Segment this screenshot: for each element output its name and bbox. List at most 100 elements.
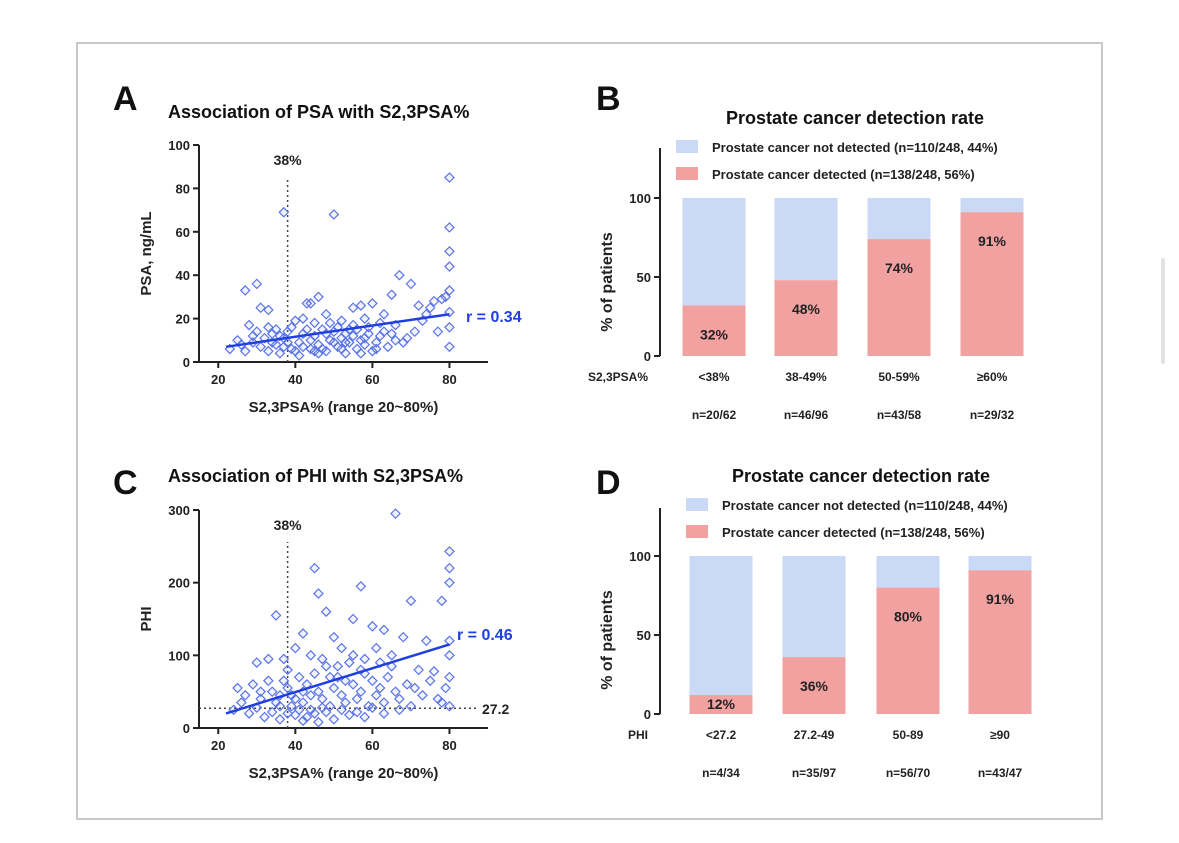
panel-c-data-point [266, 706, 278, 718]
panel-b-bar-data-label: 32% [700, 326, 729, 342]
panel-d-bar-detected [689, 695, 753, 714]
panel-a-x-tick-label: 40 [288, 372, 302, 387]
panel-c-data-point [297, 697, 309, 708]
panel-c-data-point [259, 711, 270, 723]
panel-a-data-point [336, 315, 347, 327]
panel-c-data-point [374, 682, 386, 694]
panel-a-data-point [336, 343, 347, 355]
panel-c-data-point [355, 580, 367, 592]
panel-c-data-point [309, 562, 320, 574]
panel-a-data-point [305, 298, 317, 309]
panel-c-data-point [328, 682, 340, 694]
panel-d-count-label: n=4/34 [702, 766, 740, 780]
panel-c-data-point [255, 686, 267, 698]
panel-a-data-point [370, 343, 382, 355]
panel-d-bar-not-detected [876, 556, 940, 588]
panel-c-data-point [378, 708, 390, 719]
panel-c-data-point [239, 689, 251, 701]
panel-a-data-point [444, 321, 455, 333]
panel-d-count-label: n=43/47 [978, 766, 1023, 780]
panel-c-data-point [313, 686, 324, 698]
panel-a-correlation-label: r = 0.34 [466, 309, 522, 326]
panel-a-y-tick-label: 80 [176, 181, 190, 196]
panel-b-bar-not-detected [682, 198, 746, 306]
panel-c-data-point [347, 649, 359, 661]
panel-a-data-point [251, 278, 263, 290]
panel-c-data-point [274, 700, 286, 712]
panel-b-category-label: <38% [698, 370, 729, 384]
panel-c-data-point [405, 700, 417, 712]
panel-c-regression-line [225, 643, 450, 715]
panel-c-data-point [266, 686, 278, 698]
panel-c-data-point [428, 665, 440, 677]
panel-d-category-label: 27.2-49 [794, 728, 835, 742]
panel-c-data-point [316, 653, 328, 665]
panel-a-data-point [316, 343, 328, 355]
panel-b-bar-data-label: 74% [885, 260, 914, 276]
panel-d-count-label: n=35/97 [792, 766, 837, 780]
panel-a-data-point [359, 339, 371, 350]
panel-c-data-point [409, 682, 421, 694]
panel-b-y-tick-label: 0 [644, 349, 651, 364]
panel-c-data-point [370, 642, 382, 654]
panel-b-y-axis-label: % of patients [599, 232, 616, 332]
panel-c-data-point [328, 713, 340, 725]
panel-c-data-point [347, 613, 359, 625]
panel-d-y-tick-label: 100 [629, 549, 651, 564]
panel-a-cutoff-vline-label: 38% [274, 152, 303, 168]
panel-c-data-point [297, 628, 309, 639]
panel-b-count-label: n=46/96 [784, 408, 829, 422]
panel-c-data-point [394, 704, 405, 716]
scrollbar-thumb[interactable] [1161, 258, 1165, 364]
panel-a-data-point [432, 326, 444, 337]
panel-c-data-point [351, 706, 363, 718]
panel-c-data-point [320, 706, 332, 718]
panel-c-data-point [289, 642, 301, 654]
panel-c-data-point [232, 682, 243, 694]
panel-a-data-point [378, 308, 390, 320]
panel-a-data-point [293, 350, 305, 361]
panel-d-bar-not-detected [782, 556, 846, 658]
panel-a-data-point [320, 345, 332, 357]
panel-a-data-point [243, 319, 255, 331]
panel-a-data-point [359, 332, 371, 344]
panel-d-legend-swatch [686, 525, 708, 538]
panel-d-bar-data-label: 91% [986, 591, 1015, 607]
panel-a-x-tick-label: 80 [442, 372, 456, 387]
panel-c-data-point [413, 664, 424, 676]
panel-c-data-point [343, 657, 355, 668]
panel-c-y-tick-label: 0 [183, 721, 190, 736]
panel-c-data-point [444, 700, 455, 712]
panel-a-data-point [305, 334, 317, 346]
panel-d-category-label: <27.2 [706, 728, 737, 742]
panel-c-y-tick-label: 100 [168, 648, 190, 663]
panel-c-data-point [282, 682, 293, 694]
panel-c-correlation-label: r = 0.46 [457, 627, 513, 644]
panel-d-y-tick-label: 0 [644, 707, 651, 722]
panel-c-data-point [444, 562, 455, 574]
panel-d-y-axis-label: % of patients [599, 590, 616, 690]
panel-c-title: Association of PHI with S2,3PSA% [168, 466, 463, 486]
panel-a-data-point [297, 313, 309, 324]
panel-d-legend-swatch [686, 498, 708, 511]
panel-d-panel-letter: D [596, 464, 621, 502]
panel-c-data-point [278, 675, 290, 687]
panel-c-data-point [274, 713, 286, 725]
panel-a-data-point [382, 341, 394, 353]
panel-a-data-point [424, 302, 436, 314]
panel-d-bar-detected [876, 587, 940, 714]
panel-d-x-group-label: PHI [628, 728, 648, 742]
panel-b-category-label: 50-59% [878, 370, 920, 384]
panel-c-data-point [440, 682, 451, 694]
panel-c-data-point [444, 635, 455, 647]
panel-a-scatter: A Association of PSA with S2,3PSA% 20 40 60 8… [113, 80, 522, 416]
panel-a-data-point [444, 222, 455, 233]
panel-a-y-axis-label: PSA, ng/mL [138, 211, 155, 295]
panel-a-data-point [255, 302, 267, 314]
panel-c-data-point [336, 642, 347, 654]
panel-a-regression-line [225, 313, 450, 349]
panel-d-y-tick-label: 50 [637, 628, 651, 643]
panel-a-x-tick-label: 20 [211, 372, 225, 387]
panel-a-data-point [278, 206, 290, 218]
panel-c-data-point [328, 631, 340, 643]
